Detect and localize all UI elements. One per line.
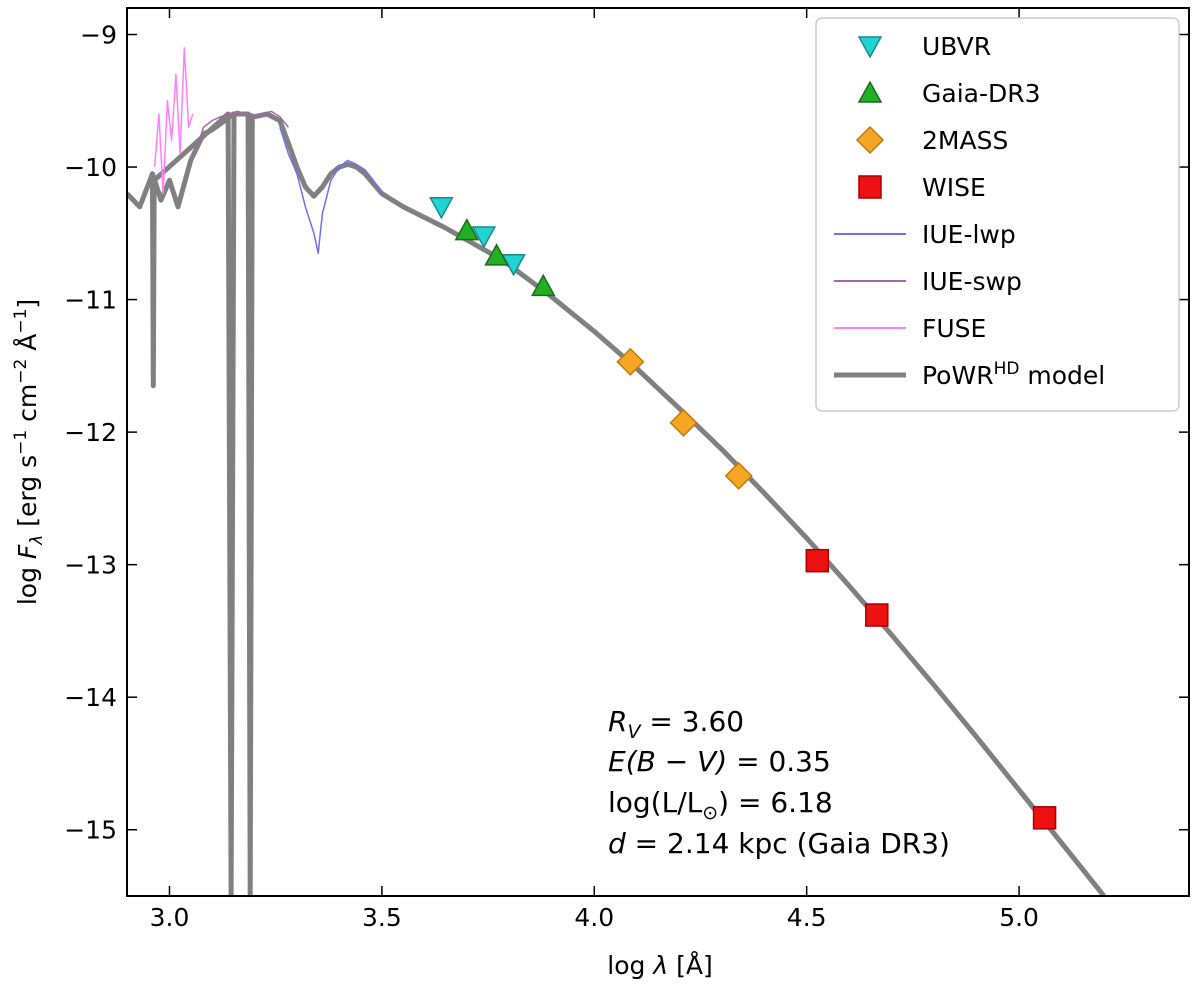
x-tick-label: 3.0 xyxy=(150,903,190,932)
y-tick-label: −11 xyxy=(64,286,117,315)
y-tick-label: −10 xyxy=(64,153,117,182)
fuse-line xyxy=(153,47,194,195)
legend: UBVR Gaia-DR3 2MASS WISE IUE-lwp IUE-swp FUSE P… xyxy=(815,17,1180,412)
2mass-point xyxy=(616,347,645,376)
iue-swp-line xyxy=(194,110,289,155)
legend-label-2mass: 2MASS xyxy=(922,126,1008,155)
x-tick-label: 4.5 xyxy=(787,903,827,932)
wise-point xyxy=(805,548,830,573)
gaia-dr3-point xyxy=(484,243,509,266)
axis-ticks: 3.0 3.5 4.0 4.5 5.0 −9 −10 −11 −12 −13 −14 −15 xyxy=(64,8,1189,932)
legend-label-fuse: FUSE xyxy=(922,314,986,343)
fit-parameters: RV = 3.60 E(B − V) = 0.35 log(L/L⊙) = 6.… xyxy=(608,705,950,860)
x-tick-label: 3.5 xyxy=(362,903,402,932)
legend-label-iue-swp: IUE-swp xyxy=(922,267,1022,296)
distance-annotation: d = 2.14 kpc (Gaia DR3) xyxy=(608,827,950,860)
wise-point xyxy=(1032,806,1057,830)
x-tick-label: 5.0 xyxy=(999,903,1039,932)
wise-point xyxy=(865,603,889,627)
plot-points xyxy=(429,197,1057,830)
y-axis-label: log Fλ [erg s−1 cm−2 Å−1] xyxy=(11,299,47,605)
legend-label-wise: WISE xyxy=(922,173,986,202)
legend-box xyxy=(815,17,1180,412)
2mass-point xyxy=(669,408,698,437)
wise-legend-marker xyxy=(858,175,882,199)
luminosity-annotation: log(L/L⊙) = 6.18 xyxy=(608,786,833,824)
y-tick-label: −9 xyxy=(80,21,117,50)
2mass-point xyxy=(724,461,753,490)
y-tick-label: −13 xyxy=(64,551,117,580)
powr-model-absorption-line xyxy=(150,111,255,896)
plot-frame xyxy=(126,7,1190,897)
gaia-dr3-point xyxy=(454,218,480,241)
legend-label-gaia-dr3: Gaia-DR3 xyxy=(922,79,1041,108)
x-axis-label: log λ [Å] xyxy=(607,951,712,980)
gaia-dr3-point xyxy=(531,273,556,297)
gaia-dr3-legend-marker xyxy=(857,80,883,103)
y-tick-label: −14 xyxy=(64,683,117,712)
rv-annotation: RV = 3.60 xyxy=(608,705,744,743)
2mass-legend-marker xyxy=(855,125,885,155)
x-tick-label: 4.0 xyxy=(574,903,614,932)
plot-lines xyxy=(127,47,1106,896)
iue-lwp-line xyxy=(279,127,383,254)
y-tick-label: −15 xyxy=(64,816,117,845)
ubvr-point xyxy=(429,197,454,220)
ebv-annotation: E(B − V) = 0.35 xyxy=(608,745,831,778)
ubvr-legend-marker xyxy=(857,36,883,59)
legend-label-iue-lwp: IUE-lwp xyxy=(922,220,1016,249)
legend-label-ubvr: UBVR xyxy=(922,32,991,61)
y-tick-label: −12 xyxy=(64,418,117,447)
ubvr-point xyxy=(471,226,497,249)
legend-label-powr: PoWRHD model xyxy=(922,359,1105,390)
